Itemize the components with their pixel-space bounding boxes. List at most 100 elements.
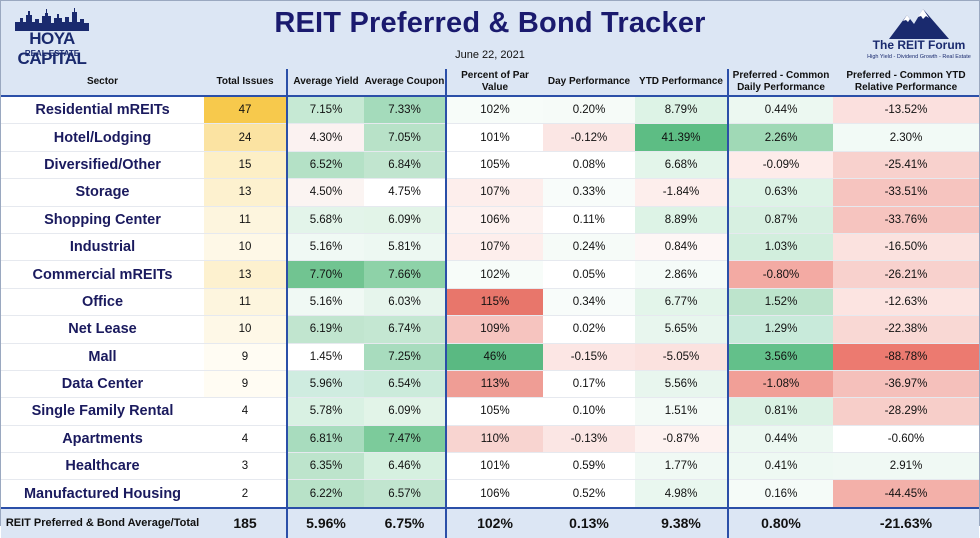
cell-pref-common-daily: 0.81% xyxy=(727,397,833,426)
sector-label: Office xyxy=(1,288,204,317)
cell-average-coupon: 5.81% xyxy=(364,233,446,262)
cell-pref-common-ytd: -0.60% xyxy=(833,425,979,454)
cell-average-coupon: 7.33% xyxy=(364,96,446,125)
cell-percent-of-par: 106% xyxy=(445,479,543,509)
cell-average-coupon: 6.09% xyxy=(364,206,446,234)
cell-pref-common-daily: 0.44% xyxy=(727,425,833,454)
table-body: Residential mREITs 47 7.15% 7.33% 102% 0.20% 8… xyxy=(1,96,979,538)
cell-pref-common-daily: -0.80% xyxy=(727,260,833,289)
cell-pref-common-daily: 2.26% xyxy=(727,123,833,152)
cell-total-issues: 11 xyxy=(204,206,287,234)
cell-average-coupon: 6.54% xyxy=(364,370,446,399)
sector-label: Shopping Center xyxy=(1,206,204,234)
cell-day-performance: -0.15% xyxy=(543,343,635,371)
reit-forum-logo: The REIT Forum High Yield - Dividend Gro… xyxy=(867,7,971,65)
sector-label: Industrial xyxy=(1,233,204,262)
cell-ytd-performance: 2.86% xyxy=(635,260,728,289)
cell-percent-of-par: 113% xyxy=(445,370,543,399)
cell-day-performance: 0.08% xyxy=(543,151,635,180)
cell-average-yield: 5.16% xyxy=(286,233,364,262)
cell-ytd-performance: 0.84% xyxy=(635,233,728,262)
cell-day-performance: 0.11% xyxy=(543,206,635,234)
sector-label: Mall xyxy=(1,343,204,371)
cell-percent-of-par: 107% xyxy=(445,178,543,207)
total-average-yield: 5.96% xyxy=(286,506,364,538)
cell-pref-common-ytd: -88.78% xyxy=(833,343,979,371)
cell-pref-common-daily: 1.29% xyxy=(727,315,833,344)
cell-pref-common-daily: 1.03% xyxy=(727,233,833,262)
cell-average-yield: 6.52% xyxy=(286,151,364,180)
cell-average-yield: 5.68% xyxy=(286,206,364,234)
cell-ytd-performance: -5.05% xyxy=(635,343,728,371)
cell-total-issues: 3 xyxy=(204,452,287,481)
cell-ytd-performance: 1.51% xyxy=(635,397,728,426)
cell-average-yield: 7.70% xyxy=(286,260,364,289)
table-row: Mall 9 1.45% 7.25% 46% -0.15% -5.05% 3.56% -88.7… xyxy=(1,343,979,371)
cell-day-performance: 0.52% xyxy=(543,479,635,509)
table-row: Data Center 9 5.96% 6.54% 113% 0.17% 5.56% -1.0… xyxy=(1,370,979,399)
cell-day-performance: 0.05% xyxy=(543,260,635,289)
cell-total-issues: 10 xyxy=(204,233,287,262)
cell-average-coupon: 6.03% xyxy=(364,288,446,317)
table-row: Storage 13 4.50% 4.75% 107% 0.33% -1.84% 0.63% -… xyxy=(1,178,979,207)
sector-label: Net Lease xyxy=(1,315,204,344)
report-date: June 22, 2021 xyxy=(455,49,525,61)
cell-day-performance: 0.17% xyxy=(543,370,635,399)
cell-pref-common-ytd: -25.41% xyxy=(833,151,979,180)
total-percent-of-par: 102% xyxy=(445,506,543,538)
total-average-coupon: 6.75% xyxy=(364,506,446,538)
table-row: Office 11 5.16% 6.03% 115% 0.34% 6.77% 1.52% -12… xyxy=(1,288,979,317)
column-header-pref-common-ytd: Preferred - Common YTD Relative Performa… xyxy=(833,69,979,97)
cell-ytd-performance: 5.65% xyxy=(635,315,728,344)
cell-total-issues: 9 xyxy=(204,343,287,371)
cell-total-issues: 4 xyxy=(204,425,287,454)
sector-label: Apartments xyxy=(1,425,204,454)
cell-ytd-performance: -1.84% xyxy=(635,178,728,207)
cell-pref-common-ytd: 2.91% xyxy=(833,452,979,481)
cell-ytd-performance: -0.87% xyxy=(635,425,728,454)
cell-pref-common-ytd: -16.50% xyxy=(833,233,979,262)
logo-left-name: HOYA CAPITAL xyxy=(17,29,87,68)
cell-ytd-performance: 5.56% xyxy=(635,370,728,399)
table-row: Industrial 10 5.16% 5.81% 107% 0.24% 0.84% 1.03… xyxy=(1,233,979,262)
cell-total-issues: 10 xyxy=(204,315,287,344)
cell-percent-of-par: 46% xyxy=(445,343,543,371)
city-skyline-icon xyxy=(15,8,89,31)
table-row: Manufactured Housing 2 6.22% 6.57% 106% 0.52%… xyxy=(1,479,979,509)
cell-pref-common-ytd: -44.45% xyxy=(833,479,979,509)
total-total-issues: 185 xyxy=(204,506,287,538)
cell-ytd-performance: 4.98% xyxy=(635,479,728,509)
cell-pref-common-ytd: -33.76% xyxy=(833,206,979,234)
column-header-day-performance: Day Performance xyxy=(543,69,635,97)
table-row: Shopping Center 11 5.68% 6.09% 106% 0.11% 8.89… xyxy=(1,206,979,234)
column-header-pref-common-daily: Preferred - Common Daily Performance xyxy=(727,69,833,97)
cell-pref-common-daily: -1.08% xyxy=(727,370,833,399)
cell-average-coupon: 6.57% xyxy=(364,479,446,509)
table-row: Commercial mREITs 13 7.70% 7.66% 102% 0.05% 2.… xyxy=(1,260,979,289)
cell-pref-common-daily: 1.52% xyxy=(727,288,833,317)
cell-pref-common-daily: 0.63% xyxy=(727,178,833,207)
cell-percent-of-par: 109% xyxy=(445,315,543,344)
total-pref-common-ytd: -21.63% xyxy=(833,506,979,538)
table-row: Healthcare 3 6.35% 6.46% 101% 0.59% 1.77% 0.41%… xyxy=(1,452,979,481)
cell-percent-of-par: 101% xyxy=(445,452,543,481)
cell-pref-common-ytd: -13.52% xyxy=(833,96,979,125)
cell-total-issues: 47 xyxy=(204,96,287,125)
cell-day-performance: 0.59% xyxy=(543,452,635,481)
sector-label: Single Family Rental xyxy=(1,397,204,426)
cell-percent-of-par: 106% xyxy=(445,206,543,234)
cell-ytd-performance: 41.39% xyxy=(635,123,728,152)
column-header-total-issues: Total Issues xyxy=(204,69,287,97)
cell-average-coupon: 4.75% xyxy=(364,178,446,207)
cell-average-coupon: 6.09% xyxy=(364,397,446,426)
tracker-table: Sector Total Issues Average Yield Average C… xyxy=(1,69,979,538)
total-label: REIT Preferred & Bond Average/Total xyxy=(1,506,204,538)
sector-label: Hotel/Lodging xyxy=(1,123,204,152)
cell-average-yield: 5.16% xyxy=(286,288,364,317)
cell-average-yield: 4.30% xyxy=(286,123,364,152)
logo-right-tagline: High Yield - Dividend Growth - Real Esta… xyxy=(867,54,971,60)
cell-pref-common-ytd: -33.51% xyxy=(833,178,979,207)
cell-percent-of-par: 105% xyxy=(445,151,543,180)
cell-average-coupon: 6.84% xyxy=(364,151,446,180)
